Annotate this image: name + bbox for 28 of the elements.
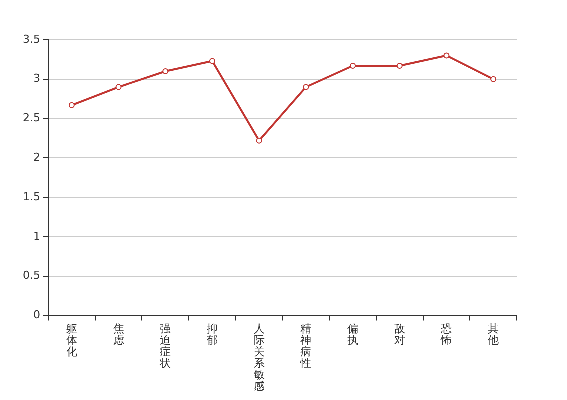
point — [444, 52, 450, 59]
point — [396, 62, 403, 69]
y-tick-label: 2.5 — [22, 112, 40, 125]
point — [350, 62, 356, 69]
y-tick-label: 3 — [33, 72, 40, 86]
y-tick-label: 0 — [33, 308, 40, 322]
x-tick-label: 强迫症状 — [159, 322, 172, 370]
point — [209, 58, 216, 64]
x-tick-label: 人际关系敏感 — [254, 322, 265, 394]
point — [68, 102, 75, 108]
point — [256, 138, 262, 144]
x-tick-label: 其他 — [488, 322, 500, 347]
y-tick-label: 0.5 — [22, 269, 40, 282]
y-tick-label: 3.5 — [22, 32, 40, 46]
x-tick-label: 敌对 — [394, 322, 406, 347]
y-tick-label: 1 — [33, 230, 40, 243]
x-tick-label: 躯体化 — [66, 322, 78, 358]
point — [116, 84, 122, 90]
y-tick-label: 1.5 — [22, 190, 40, 204]
point — [162, 68, 169, 75]
x-tick-label: 恐怖 — [440, 322, 452, 347]
y-tick-label: 2 — [33, 151, 40, 164]
x-tick-label: 抑郁 — [206, 322, 218, 347]
x-tick-label: 焦虑 — [113, 322, 124, 347]
x-tick-label: 精神病性 — [300, 322, 312, 370]
point — [490, 76, 497, 82]
x-tick-label: 偏执 — [348, 322, 359, 347]
point — [303, 84, 310, 90]
